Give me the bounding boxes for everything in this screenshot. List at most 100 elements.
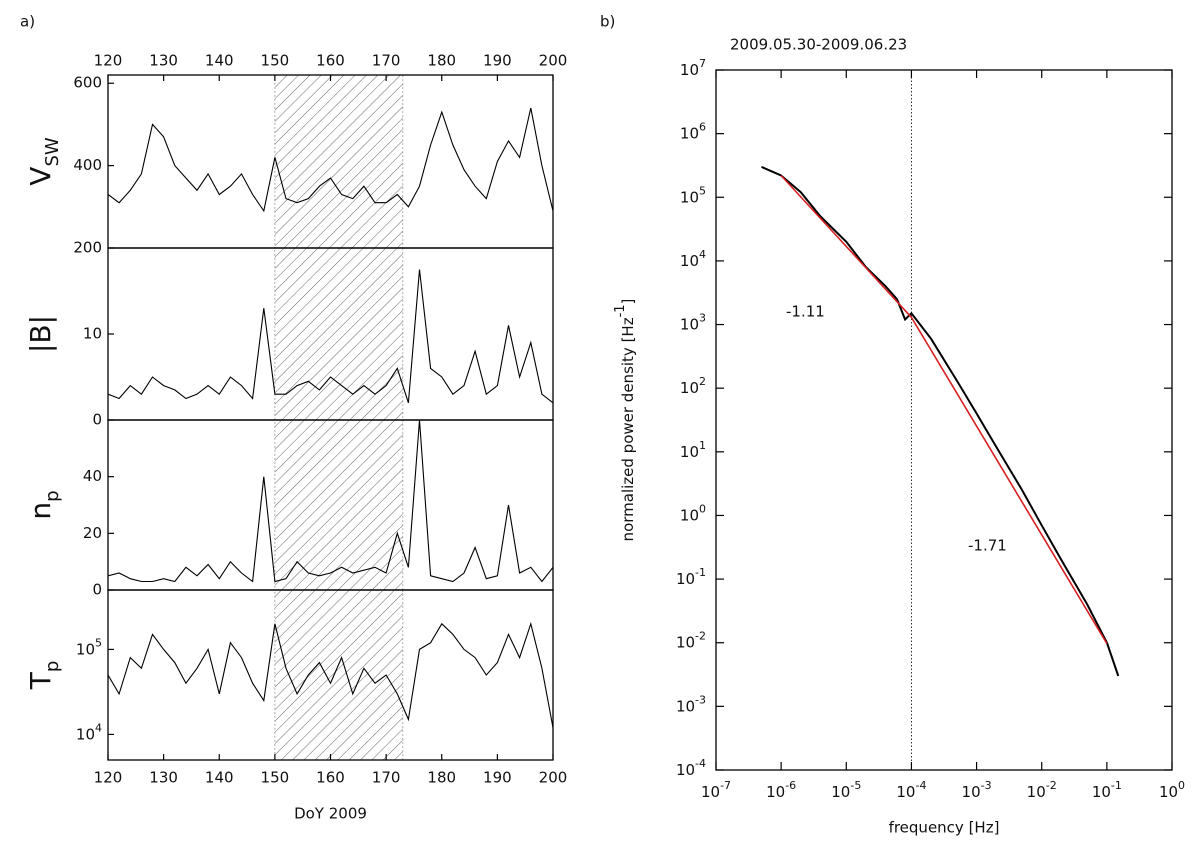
tick-label-exp: 6 — [699, 120, 706, 133]
y-axis-label: np — [24, 490, 63, 519]
tick-label-base: 10 — [76, 725, 95, 743]
tick-label: 180 — [427, 52, 456, 70]
tick-label: 105 — [680, 184, 706, 206]
fit-line — [780, 174, 1108, 645]
panel-label: b) — [600, 13, 615, 31]
tick-label: 130 — [149, 769, 178, 787]
tick-label-exp: 5 — [95, 636, 102, 649]
tick-label-base: 10 — [1092, 783, 1111, 801]
tick-label-exp: -7 — [720, 779, 731, 792]
spectrum-line — [761, 165, 1120, 677]
y-axis-label-main: T — [24, 671, 57, 690]
tick-label: 0 — [92, 411, 102, 429]
tick-label-base: 10 — [831, 783, 850, 801]
y-axis-label-main: normalized power density [Hz — [619, 317, 637, 541]
tick-label-base: 10 — [680, 188, 699, 206]
data-line — [108, 107, 553, 213]
tick-label-base: 10 — [680, 124, 699, 142]
tick-label: 104 — [680, 247, 706, 269]
tick-label: 10-1 — [676, 566, 706, 588]
tick-label: 40 — [83, 467, 102, 485]
tick-label-exp: 1 — [699, 438, 706, 451]
y-axis-label-end: ] — [619, 299, 637, 305]
tick-label: 160 — [316, 52, 345, 70]
data-line — [108, 269, 553, 404]
highlight-span — [274, 419, 404, 591]
y-axis-label-main: |B| — [24, 315, 57, 353]
tick-label-exp: 7 — [699, 57, 706, 70]
tick-label-exp: 4 — [699, 247, 706, 260]
tick-label-exp: 0 — [1178, 779, 1185, 792]
tick-label: 103 — [680, 311, 706, 333]
y-axis-label-main: V — [24, 167, 57, 186]
tick-label: 120 — [94, 52, 123, 70]
tick-label: 10-4 — [896, 779, 926, 801]
tick-label: 10 — [83, 325, 102, 343]
tick-label: 10-5 — [831, 779, 861, 801]
tick-label-base: 10 — [676, 633, 695, 651]
tick-label-base: 10 — [676, 761, 695, 779]
tick-label: 105 — [76, 636, 102, 658]
tick-label: 190 — [483, 769, 512, 787]
tick-label-base: 10 — [680, 61, 699, 79]
y-axis-label-sup: -1 — [613, 304, 628, 317]
tick-label: 140 — [205, 52, 234, 70]
tick-label: 170 — [372, 769, 401, 787]
tick-label-exp: -1 — [695, 566, 706, 579]
tick-label: 130 — [149, 52, 178, 70]
y-axis-label: Tp — [24, 661, 63, 691]
tick-label: 100 — [680, 502, 706, 524]
y-axis-label-sub: SW — [42, 137, 63, 166]
highlight-span — [274, 589, 404, 761]
tick-label-base: 10 — [676, 697, 695, 715]
tick-label: 10-2 — [676, 629, 706, 651]
tick-label-base: 10 — [766, 783, 785, 801]
tick-label-base: 10 — [680, 315, 699, 333]
tick-label-base: 10 — [962, 783, 981, 801]
tick-label-base: 10 — [680, 251, 699, 269]
tick-label: 600 — [73, 74, 102, 92]
tick-label: 101 — [680, 438, 706, 460]
tick-label: 10-7 — [701, 779, 731, 801]
tick-label: 200 — [539, 769, 568, 787]
tick-label: 106 — [680, 120, 706, 142]
tick-label: 20 — [83, 524, 102, 542]
highlight-span — [274, 74, 404, 249]
y-axis-label: |B| — [24, 315, 57, 353]
tick-label-exp: -3 — [695, 693, 706, 706]
tick-label-exp: -4 — [915, 779, 926, 792]
panel-label: a) — [20, 13, 35, 31]
tick-label-base: 10 — [680, 442, 699, 460]
tick-label: 200 — [73, 239, 102, 257]
tick-label: 107 — [680, 57, 706, 79]
tick-label-exp: 0 — [699, 502, 706, 515]
slope-annotation: -1.71 — [968, 537, 1007, 555]
y-axis-label-sub: p — [42, 661, 63, 672]
tick-label-exp: -5 — [850, 779, 861, 792]
tick-label: 0 — [92, 581, 102, 599]
tick-label: 120 — [94, 769, 123, 787]
tick-label: 10-3 — [962, 779, 992, 801]
tick-label: 10-3 — [676, 693, 706, 715]
y-axis-label-sub: p — [42, 490, 63, 501]
plot-frame — [715, 69, 1173, 771]
tick-label-exp: -3 — [981, 779, 992, 792]
tick-label: 10-4 — [676, 757, 706, 779]
tick-label: 100 — [1159, 779, 1185, 801]
tick-label: 160 — [316, 769, 345, 787]
y-axis-label: VSW — [24, 137, 63, 186]
tick-label-exp: 3 — [699, 311, 706, 324]
tick-label-exp: -2 — [1046, 779, 1057, 792]
tick-label-base: 10 — [680, 506, 699, 524]
tick-label: 170 — [372, 52, 401, 70]
tick-label-exp: 5 — [699, 184, 706, 197]
tick-label-exp: -1 — [1111, 779, 1122, 792]
tick-label: 190 — [483, 52, 512, 70]
tick-label-base: 10 — [1159, 783, 1178, 801]
highlight-span — [274, 247, 404, 421]
tick-label: 400 — [73, 156, 102, 174]
tick-label: 102 — [680, 375, 706, 397]
tick-label-exp: -6 — [785, 779, 796, 792]
tick-label: 150 — [261, 769, 290, 787]
